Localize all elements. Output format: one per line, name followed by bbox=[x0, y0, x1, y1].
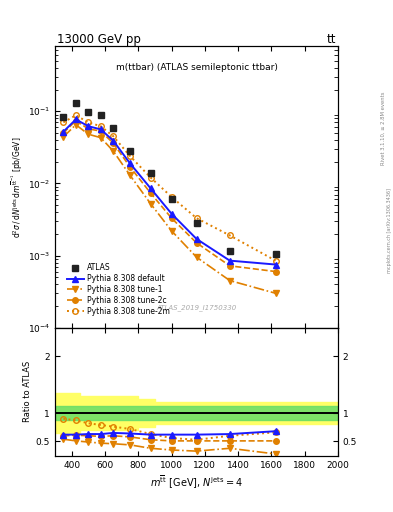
X-axis label: $m^{\overline{\mathrm{t}}\mathrm{t}}$ [GeV], $N^\mathrm{jets} = 4$: $m^{\overline{\mathrm{t}}\mathrm{t}}$ [G… bbox=[150, 474, 243, 491]
ATLAS bbox=[73, 100, 78, 106]
Pythia 8.308 tune-2m bbox=[169, 194, 174, 200]
Pythia 8.308 tune-2c bbox=[149, 190, 153, 196]
Pythia 8.308 default bbox=[228, 258, 232, 264]
Pythia 8.308 tune-2m bbox=[194, 215, 199, 221]
Y-axis label: Ratio to ATLAS: Ratio to ATLAS bbox=[23, 361, 31, 422]
Pythia 8.308 tune-2m bbox=[98, 123, 103, 130]
Text: m(ttbar) (ATLAS semileptonic ttbar): m(ttbar) (ATLAS semileptonic ttbar) bbox=[116, 63, 277, 72]
Pythia 8.308 tune-2m bbox=[273, 258, 278, 264]
ATLAS bbox=[228, 248, 232, 254]
Pythia 8.308 tune-2c bbox=[61, 130, 66, 136]
Pythia 8.308 tune-1 bbox=[86, 131, 91, 137]
ATLAS bbox=[61, 114, 66, 120]
Pythia 8.308 tune-2c bbox=[128, 164, 132, 170]
Pythia 8.308 tune-2c bbox=[194, 240, 199, 246]
Line: Pythia 8.308 tune-1: Pythia 8.308 tune-1 bbox=[61, 122, 278, 296]
Text: mcplots.cern.ch [arXiv:1306.3436]: mcplots.cern.ch [arXiv:1306.3436] bbox=[387, 188, 391, 273]
Text: Rivet 3.1.10, ≥ 2.8M events: Rivet 3.1.10, ≥ 2.8M events bbox=[381, 91, 386, 165]
Line: Pythia 8.308 tune-2c: Pythia 8.308 tune-2c bbox=[61, 118, 278, 274]
Pythia 8.308 default bbox=[61, 129, 66, 135]
ATLAS bbox=[273, 251, 278, 257]
Pythia 8.308 tune-1 bbox=[128, 172, 132, 178]
ATLAS bbox=[111, 125, 116, 132]
Text: ATLAS_2019_I1750330: ATLAS_2019_I1750330 bbox=[156, 305, 237, 311]
Pythia 8.308 default bbox=[98, 126, 103, 133]
ATLAS bbox=[194, 220, 199, 226]
ATLAS bbox=[149, 170, 153, 176]
Line: Pythia 8.308 tune-2m: Pythia 8.308 tune-2m bbox=[61, 113, 278, 263]
Pythia 8.308 tune-2c bbox=[111, 140, 116, 146]
Pythia 8.308 tune-2m bbox=[111, 133, 116, 139]
Pythia 8.308 default bbox=[86, 123, 91, 130]
Pythia 8.308 tune-2m bbox=[128, 153, 132, 159]
Pythia 8.308 tune-2m bbox=[73, 112, 78, 118]
ATLAS bbox=[98, 112, 103, 118]
Pythia 8.308 tune-1 bbox=[73, 122, 78, 128]
Text: 13000 GeV pp: 13000 GeV pp bbox=[57, 33, 141, 46]
Text: tt: tt bbox=[327, 33, 336, 46]
Pythia 8.308 tune-2c bbox=[86, 126, 91, 132]
Pythia 8.308 default bbox=[194, 236, 199, 242]
Line: ATLAS: ATLAS bbox=[60, 100, 279, 257]
ATLAS bbox=[128, 148, 132, 154]
Pythia 8.308 default bbox=[149, 185, 153, 191]
Pythia 8.308 tune-2m bbox=[86, 119, 91, 125]
Pythia 8.308 tune-1 bbox=[273, 290, 278, 296]
ATLAS bbox=[86, 109, 91, 115]
Pythia 8.308 tune-2c bbox=[169, 215, 174, 221]
Pythia 8.308 tune-2c bbox=[228, 263, 232, 269]
Pythia 8.308 tune-2c bbox=[273, 268, 278, 274]
Legend: ATLAS, Pythia 8.308 default, Pythia 8.308 tune-1, Pythia 8.308 tune-2c, Pythia 8: ATLAS, Pythia 8.308 default, Pythia 8.30… bbox=[64, 261, 173, 318]
Line: Pythia 8.308 default: Pythia 8.308 default bbox=[61, 117, 278, 267]
Pythia 8.308 tune-2m bbox=[228, 232, 232, 239]
Pythia 8.308 default bbox=[273, 262, 278, 268]
Pythia 8.308 tune-1 bbox=[98, 135, 103, 141]
Pythia 8.308 tune-1 bbox=[169, 228, 174, 234]
Pythia 8.308 tune-2c bbox=[73, 118, 78, 124]
Pythia 8.308 tune-1 bbox=[111, 148, 116, 154]
ATLAS bbox=[169, 196, 174, 202]
Y-axis label: $\mathrm{d}^2\sigma\,/\,\mathrm{d}N^\mathrm{jets}\,\mathrm{d}m^{\overline{\mathr: $\mathrm{d}^2\sigma\,/\,\mathrm{d}N^\mat… bbox=[9, 136, 25, 238]
Pythia 8.308 tune-2c bbox=[98, 128, 103, 134]
Pythia 8.308 default bbox=[128, 160, 132, 166]
Pythia 8.308 tune-1 bbox=[61, 134, 66, 140]
Pythia 8.308 default bbox=[73, 116, 78, 122]
Pythia 8.308 tune-2m bbox=[61, 119, 66, 125]
Pythia 8.308 default bbox=[111, 138, 116, 144]
Pythia 8.308 tune-1 bbox=[149, 201, 153, 207]
Pythia 8.308 tune-1 bbox=[194, 254, 199, 260]
Pythia 8.308 default bbox=[169, 210, 174, 217]
Pythia 8.308 tune-2m bbox=[149, 175, 153, 181]
Pythia 8.308 tune-1 bbox=[228, 278, 232, 284]
